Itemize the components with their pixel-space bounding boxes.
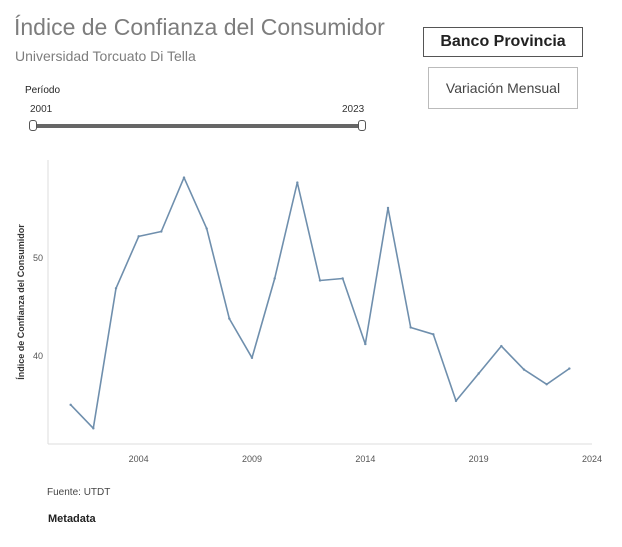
data-point (69, 403, 72, 407)
banco-provincia-button[interactable]: Banco Provincia (423, 27, 583, 57)
data-point (522, 368, 526, 371)
x-tick-label: 2019 (469, 454, 489, 464)
period-slider-end-handle[interactable] (358, 120, 366, 131)
data-point (205, 227, 208, 230)
data-point (477, 372, 480, 375)
period-end-value: 2023 (342, 104, 365, 115)
series-line (70, 176, 570, 430)
data-point (318, 279, 322, 282)
data-point (228, 317, 231, 320)
page-subtitle: Universidad Torcuato Di Tella (15, 48, 196, 64)
period-slider-start-handle[interactable] (29, 120, 37, 131)
metadata-link[interactable]: Metadata (48, 513, 96, 525)
data-point (92, 427, 95, 430)
data-point (296, 181, 299, 184)
data-point (364, 342, 367, 346)
data-point (341, 277, 344, 280)
data-point (137, 235, 140, 238)
data-point (454, 399, 458, 403)
data-point (500, 344, 503, 348)
x-tick-label: 2014 (355, 454, 375, 464)
page-title: Índice de Confianza del Consumidor (14, 14, 385, 40)
data-point (273, 277, 276, 280)
period-filter-label: Período (25, 85, 61, 96)
data-point (160, 230, 163, 233)
period-slider-track[interactable] (33, 124, 363, 128)
y-tick-label: 40 (33, 351, 43, 361)
data-point (409, 326, 412, 329)
data-point (432, 333, 435, 336)
data-point (568, 367, 571, 370)
y-axis-title: Índice de Confianza del Consumidor (16, 224, 26, 380)
x-tick-label: 2024 (582, 454, 602, 464)
x-tick-label: 2009 (242, 454, 262, 464)
data-point (114, 287, 118, 290)
data-point (386, 206, 390, 210)
y-tick-label: 50 (33, 253, 43, 263)
line-chart: 2004 2009 2014 2019 2024 40 50 Índice de Confia… (16, 160, 602, 464)
data-point (182, 176, 186, 179)
data-point (545, 383, 548, 386)
x-tick-label: 2004 (129, 454, 149, 464)
data-point (250, 356, 254, 360)
source-note: Fuente: UTDT (47, 487, 111, 498)
period-start-value: 2001 (30, 104, 53, 115)
variacion-mensual-button[interactable]: Variación Mensual (428, 67, 578, 109)
